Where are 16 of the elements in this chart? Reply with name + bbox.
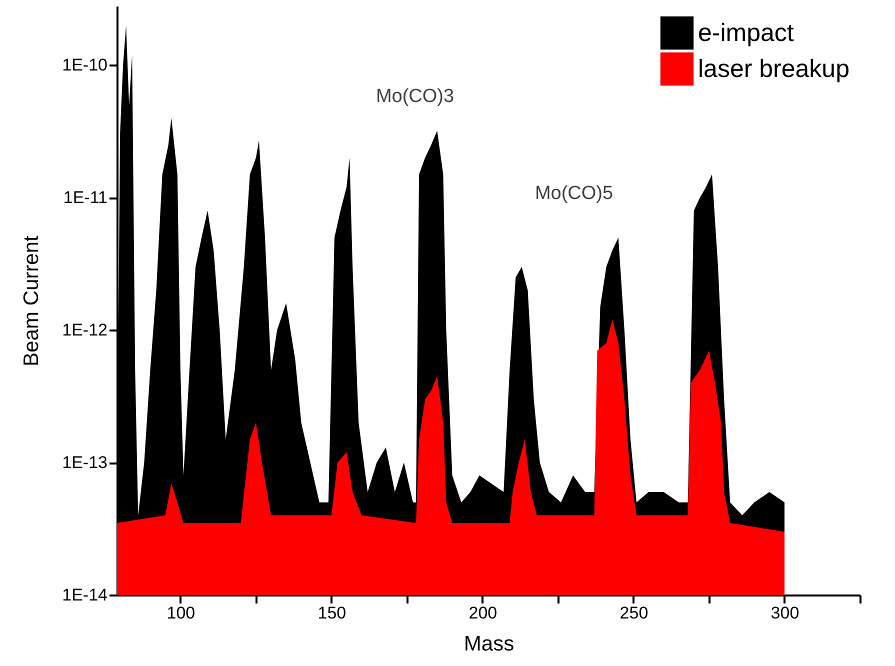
- x-tick-label: 250: [620, 604, 648, 622]
- y-tick-label: 1E-13: [62, 453, 108, 472]
- y-tick-label: 1E-11: [63, 188, 108, 208]
- y-axis-title: Beam Current: [20, 235, 44, 366]
- x-tick-label: 100: [166, 604, 196, 622]
- annotation: Mo(CO)5: [534, 183, 614, 204]
- y-tick-label: 1E-14: [62, 586, 108, 604]
- x-tick-label: 300: [770, 604, 800, 622]
- x-tick-label: 200: [468, 604, 498, 622]
- y-tick-label: 1E-12: [62, 320, 108, 340]
- y-tick-label: 1E-10: [62, 56, 108, 75]
- legend-label: e-impact: [698, 19, 794, 47]
- x-axis-title: Mass: [464, 632, 514, 656]
- legend-label: laser breakup: [698, 55, 850, 83]
- x-tick-label: 150: [318, 604, 346, 622]
- annotation: Mo(CO)3: [376, 86, 454, 107]
